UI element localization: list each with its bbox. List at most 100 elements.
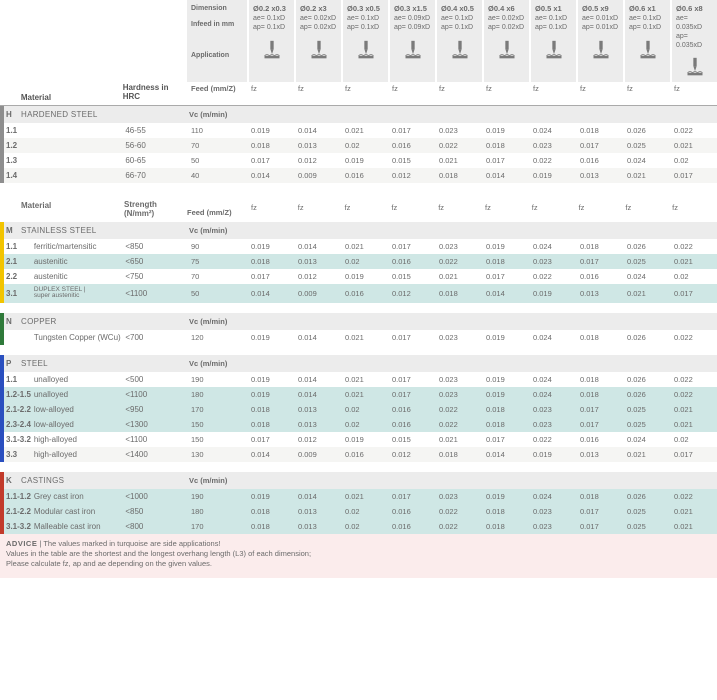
row-fz-value: 0.025 xyxy=(623,402,670,417)
dimension-column: Ø0.5 x1 ae= 0.1xD ap= 0.1xD xyxy=(529,0,576,82)
row-fz-value: 0.022 xyxy=(670,239,717,254)
row-spec: <850 xyxy=(125,242,185,251)
ap-value: ap= 0.1xD xyxy=(347,24,384,33)
row-material: Grey cast iron xyxy=(34,492,125,501)
row-vc: 70 xyxy=(187,269,247,284)
row-fz-value: 0.021 xyxy=(670,254,717,269)
row-fz-value: 0.022 xyxy=(529,269,576,284)
row-fz-value: 0.017 xyxy=(670,168,717,183)
application-icon xyxy=(394,39,431,61)
row-fz-value: 0.026 xyxy=(623,330,670,345)
row-material: ferritic/martensitic xyxy=(34,242,125,251)
row-fz-value: 0.019 xyxy=(247,123,294,138)
row-fz-value: 0.023 xyxy=(435,123,482,138)
advice-line2: Values in the table are the shortest and… xyxy=(6,549,311,558)
row-fz-value: 0.018 xyxy=(247,519,294,534)
section-head: P STEEL Vc (m/min) xyxy=(0,355,717,372)
dimension-value: Ø0.5 x1 xyxy=(535,4,572,13)
row-spec: <700 xyxy=(125,333,185,342)
row-fz-value: 0.021 xyxy=(670,417,717,432)
data-row: 3.3 high-alloyed <1400 130 0.0140.0090.0… xyxy=(0,447,717,462)
section-code: M xyxy=(6,226,21,235)
vc-label: Vc (m/min) xyxy=(189,317,249,326)
row-material: low-alloyed xyxy=(34,405,125,414)
row-fz-value: 0.012 xyxy=(294,269,341,284)
row-fz-value: 0.025 xyxy=(623,417,670,432)
ae-value: ae= 0.1xD xyxy=(253,15,290,24)
section-code: N xyxy=(6,317,21,326)
row-fz-value: 0.023 xyxy=(435,387,482,402)
fz-col-label: fz xyxy=(528,201,575,219)
application-icon xyxy=(488,39,525,61)
row-material: DUPLEX STEEL |super austenitic xyxy=(34,287,125,301)
row-code: 2.1-2.2 xyxy=(6,405,34,414)
fz-col-label: fz xyxy=(575,201,622,219)
row-fz-value: 0.014 xyxy=(482,168,529,183)
row-fz-value: 0.018 xyxy=(247,254,294,269)
vc-label: Vc (m/min) xyxy=(189,110,249,119)
row-vc: 50 xyxy=(187,153,247,168)
application-icon xyxy=(676,56,713,78)
row-fz-value: 0.019 xyxy=(529,168,576,183)
section-P: P STEEL Vc (m/min) 1.1 unalloyed <500 19… xyxy=(0,355,717,472)
row-fz-value: 0.025 xyxy=(623,138,670,153)
fz-col-label: fz xyxy=(434,201,481,219)
row-fz-value: 0.017 xyxy=(388,239,435,254)
dimension-value: Ø0.3 x1.5 xyxy=(394,4,431,13)
row-spec: <1300 xyxy=(125,420,185,429)
row-fz-value: 0.014 xyxy=(294,123,341,138)
row-spec: <950 xyxy=(125,405,185,414)
feed-label-row: Material Hardness in HRC Feed (mm/Z) fzf… xyxy=(0,82,717,106)
ae-value: ae= 0.02xD xyxy=(488,15,525,24)
row-fz-value: 0.018 xyxy=(482,402,529,417)
row-fz-value: 0.017 xyxy=(576,138,623,153)
row-fz-value: 0.013 xyxy=(576,447,623,462)
data-row: 1.1 ferritic/martensitic <850 90 0.0190.… xyxy=(0,239,717,254)
row-fz-value: 0.019 xyxy=(482,372,529,387)
row-code: 1.2 xyxy=(6,141,34,150)
row-vc: 120 xyxy=(187,330,247,345)
row-fz-value: 0.016 xyxy=(576,432,623,447)
row-fz-value: 0.014 xyxy=(294,387,341,402)
row-fz-value: 0.021 xyxy=(341,123,388,138)
section-name: COPPER xyxy=(21,317,189,326)
row-fz-value: 0.018 xyxy=(247,417,294,432)
row-fz-value: 0.016 xyxy=(388,254,435,269)
row-fz-value: 0.017 xyxy=(247,153,294,168)
row-spec: <750 xyxy=(125,272,185,281)
row-vc: 130 xyxy=(187,447,247,462)
section-code: H xyxy=(6,110,21,119)
row-fz-value: 0.014 xyxy=(482,286,529,301)
application-label: Application xyxy=(191,51,243,62)
dimension-value: Ø0.4 x0.5 xyxy=(441,4,478,13)
row-fz-value: 0.022 xyxy=(529,153,576,168)
dimension-label: Dimension xyxy=(191,4,243,15)
row-fz-value: 0.018 xyxy=(435,168,482,183)
fz-col-label: fz xyxy=(435,82,482,105)
row-code: 2.2 xyxy=(6,272,34,281)
ae-value: ae= 0.1xD xyxy=(535,15,572,24)
row-fz-value: 0.021 xyxy=(670,504,717,519)
row-vc: 110 xyxy=(187,123,247,138)
row-code: 3.1-3.2 xyxy=(6,435,34,444)
row-fz-value: 0.022 xyxy=(435,504,482,519)
row-fz-value: 0.014 xyxy=(294,489,341,504)
vc-label: Vc (m/min) xyxy=(189,476,249,485)
row-material: unalloyed xyxy=(34,375,125,384)
row-fz-value: 0.021 xyxy=(341,372,388,387)
advice-box: ADVICE | The values marked in turquoise … xyxy=(0,534,717,577)
ap-value: ap= 0.1xD xyxy=(629,24,666,33)
row-fz-value: 0.019 xyxy=(341,153,388,168)
row-fz-value: 0.019 xyxy=(341,432,388,447)
row-fz-value: 0.016 xyxy=(576,269,623,284)
row-code: 2.1-2.2 xyxy=(6,507,34,516)
section-head: K CASTINGS Vc (m/min) xyxy=(0,472,717,489)
row-fz-value: 0.017 xyxy=(670,447,717,462)
row-fz-value: 0.019 xyxy=(482,239,529,254)
section-H: H HARDENED STEEL Vc (m/min) 1.1 46-55 11… xyxy=(0,106,717,193)
hardness-col-label: Hardness in HRC xyxy=(123,84,185,102)
row-fz-value: 0.018 xyxy=(247,504,294,519)
row-fz-value: 0.016 xyxy=(388,519,435,534)
row-fz-value: 0.015 xyxy=(388,432,435,447)
row-code: 3.1-3.2 xyxy=(6,522,34,531)
